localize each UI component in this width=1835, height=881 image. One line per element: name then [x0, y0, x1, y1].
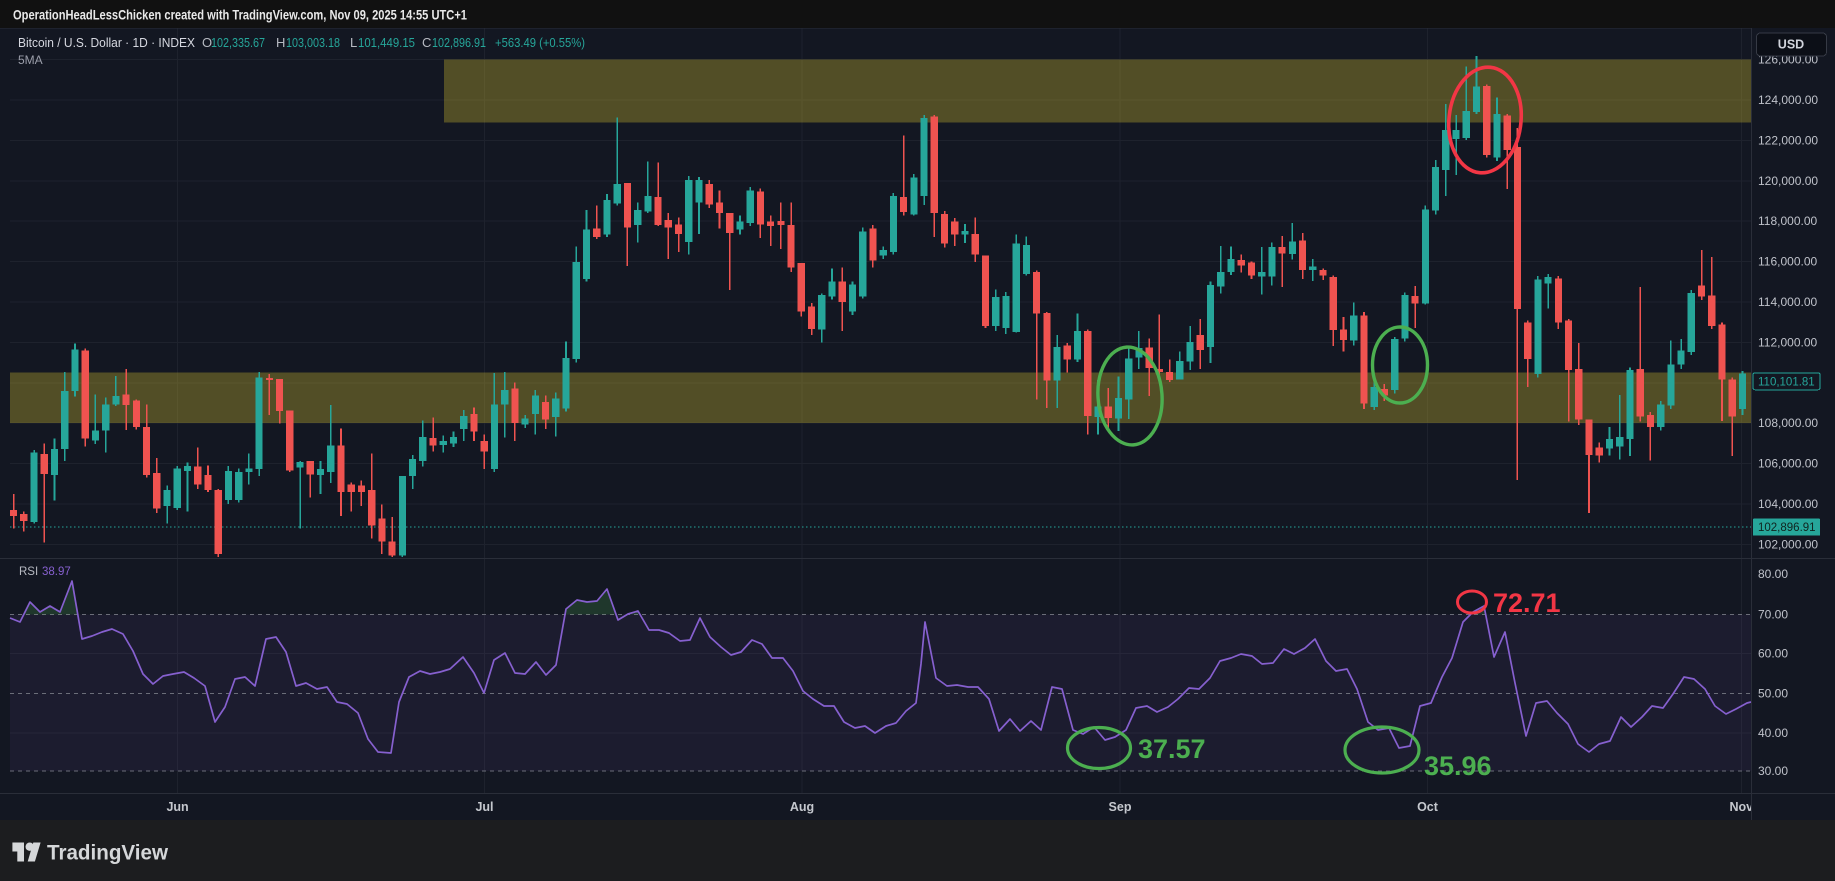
svg-text:+563.49 (+0.55%): +563.49 (+0.55%) [495, 35, 585, 50]
svg-text:110,101.81: 110,101.81 [1758, 376, 1815, 388]
svg-text:O: O [202, 35, 212, 50]
svg-text:L: L [350, 35, 357, 50]
svg-text:60.00: 60.00 [1758, 646, 1788, 660]
svg-text:50.00: 50.00 [1758, 687, 1788, 701]
svg-text:116,000.00: 116,000.00 [1758, 255, 1817, 269]
svg-text:OperationHeadLessChicken creat: OperationHeadLessChicken created with Tr… [13, 7, 467, 23]
svg-text:103,003.18: 103,003.18 [286, 35, 340, 50]
svg-text:114,000.00: 114,000.00 [1758, 295, 1817, 309]
svg-text:108,000.00: 108,000.00 [1758, 416, 1818, 430]
svg-text:102,896.91: 102,896.91 [1758, 522, 1816, 534]
svg-text:Bitcoin / U.S. Dollar · 1D · I: Bitcoin / U.S. Dollar · 1D · INDEX [18, 35, 195, 50]
svg-text:118,000.00: 118,000.00 [1758, 214, 1817, 228]
svg-text:38.97: 38.97 [42, 566, 71, 578]
svg-text:37.57: 37.57 [1138, 734, 1206, 764]
svg-text:30.00: 30.00 [1758, 764, 1788, 778]
svg-text:122,000.00: 122,000.00 [1758, 133, 1818, 147]
svg-text:35.96: 35.96 [1424, 751, 1492, 781]
svg-text:USD: USD [1778, 38, 1804, 52]
svg-text:70.00: 70.00 [1758, 608, 1788, 622]
svg-text:101,449.15: 101,449.15 [358, 35, 415, 50]
svg-text:106,000.00: 106,000.00 [1758, 457, 1818, 471]
svg-text:RSI: RSI [19, 566, 38, 578]
svg-text:112,000.00: 112,000.00 [1758, 335, 1817, 349]
svg-text:C: C [422, 35, 431, 50]
svg-text:40.00: 40.00 [1758, 726, 1788, 740]
svg-text:102,335.67: 102,335.67 [211, 35, 265, 50]
svg-text:72.71: 72.71 [1493, 588, 1561, 618]
svg-text:102,896.91: 102,896.91 [432, 35, 486, 50]
svg-text:TradingView: TradingView [47, 841, 168, 865]
svg-text:H: H [276, 35, 285, 50]
svg-text:Sep: Sep [1109, 800, 1132, 814]
svg-text:102,000.00: 102,000.00 [1758, 537, 1818, 551]
svg-text:104,000.00: 104,000.00 [1758, 497, 1818, 511]
svg-text:Jun: Jun [166, 800, 188, 814]
svg-text:Jul: Jul [475, 800, 493, 814]
svg-text:Oct: Oct [1417, 800, 1439, 814]
svg-text:Nov: Nov [1729, 800, 1753, 814]
svg-text:80.00: 80.00 [1758, 567, 1788, 581]
svg-text:5MA: 5MA [18, 53, 43, 67]
svg-text:Aug: Aug [790, 800, 814, 814]
svg-text:120,000.00: 120,000.00 [1758, 174, 1818, 188]
svg-text:124,000.00: 124,000.00 [1758, 93, 1818, 107]
